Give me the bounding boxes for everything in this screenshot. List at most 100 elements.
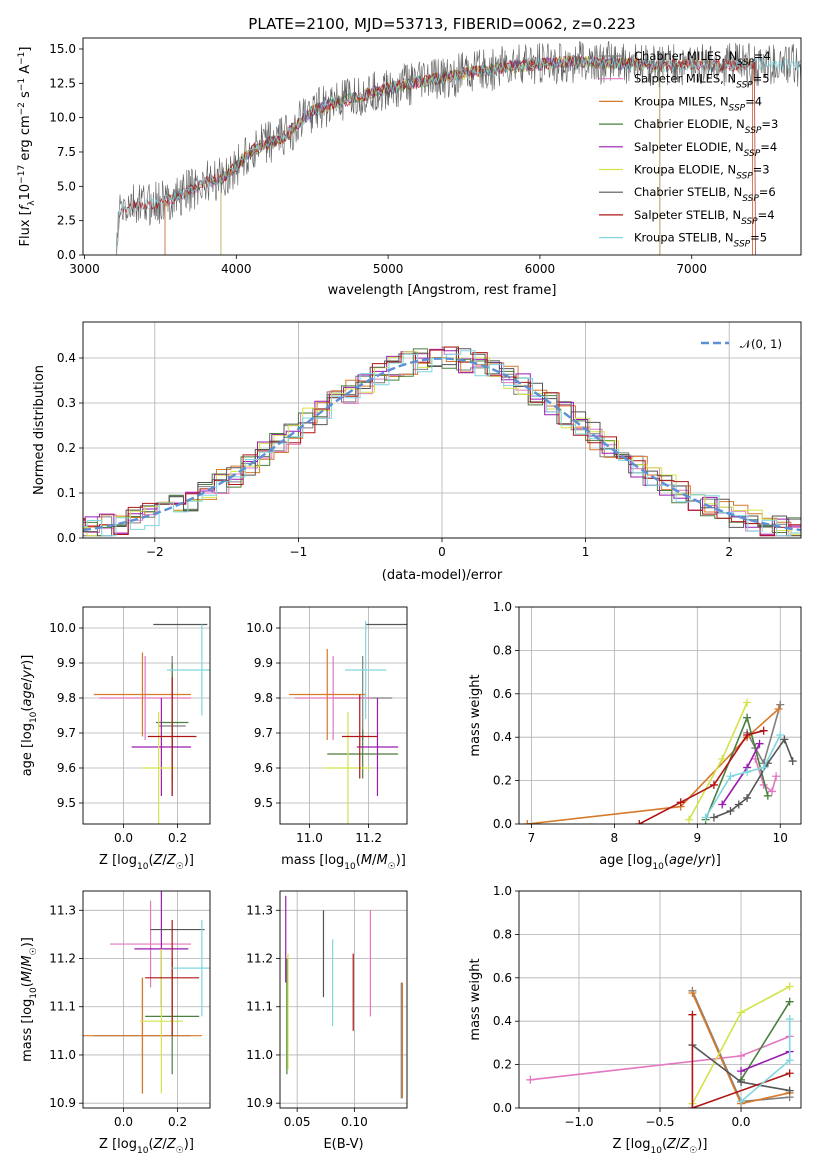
x-tick-label: 5000 bbox=[373, 262, 404, 276]
marker-C_STELIB bbox=[709, 813, 718, 822]
y-tick-label: 11.1 bbox=[246, 1000, 273, 1014]
x-axis-label: Z [log10(Z/Z☉)] bbox=[99, 1137, 194, 1156]
legend: Chabrier MILES, NSSP=4 Salpeter MILES, N S… bbox=[599, 49, 778, 250]
y-tick-label: 9.6 bbox=[254, 761, 273, 775]
label-part: =4 bbox=[754, 49, 771, 63]
x-tick-label: 0 bbox=[438, 545, 446, 559]
label-part: Kroupa ELODIE, N bbox=[634, 163, 736, 177]
y-tick-label: 9.7 bbox=[254, 726, 273, 740]
label-part: mass [log bbox=[281, 853, 344, 868]
legend-label: Kroupa STELIB, NSSP=5 bbox=[634, 231, 767, 250]
y-axis-label: mass weight bbox=[468, 674, 483, 756]
label-part: M bbox=[20, 971, 35, 982]
marker-C_MILES bbox=[776, 700, 785, 709]
label-part: ( bbox=[662, 1137, 667, 1152]
y-tick-label: 0.0 bbox=[57, 248, 76, 262]
x-tick-label: 11.2 bbox=[355, 831, 382, 845]
legend-label: Chabrier MILES, NSSP=4 bbox=[634, 49, 771, 68]
label-part: yr bbox=[20, 663, 35, 679]
label-part: Z [log bbox=[99, 853, 137, 868]
label-part: s bbox=[18, 91, 33, 102]
x-tick-label: 0.05 bbox=[284, 1115, 311, 1129]
y-tick-label: 0.0 bbox=[57, 531, 76, 545]
legend-label: Salpeter ELODIE, NSSP=4 bbox=[634, 140, 777, 159]
y-tick-label: 0.4 bbox=[493, 730, 512, 744]
lines-mass_weight_vs_Z bbox=[526, 982, 794, 1108]
hist-S_ELODIE bbox=[83, 349, 801, 536]
x-tick-label: −0.5 bbox=[645, 1115, 674, 1129]
x-tick-label: −1 bbox=[290, 545, 308, 559]
label-part: SSP bbox=[736, 172, 753, 182]
y-tick-label: 9.5 bbox=[254, 796, 273, 810]
marker-S_STELIB bbox=[635, 820, 644, 824]
x-tick-label: 7 bbox=[528, 831, 536, 845]
label-part: =4 bbox=[760, 140, 777, 154]
errorbars-age_vs_mass bbox=[288, 621, 407, 824]
label-part: Chabrier STELIB, N bbox=[634, 185, 742, 199]
axes-mass_vs_Z: 0.0 0.2 10.9 11.0 11.1 11.2 11.3 bbox=[49, 891, 210, 1129]
marker-S_MILES bbox=[767, 787, 776, 796]
marker-K_ELODIE bbox=[743, 698, 752, 707]
y-tick-label: 9.7 bbox=[57, 726, 76, 740]
label-part: 10 bbox=[344, 862, 356, 872]
frame-age_vs_Z bbox=[82, 606, 211, 825]
label-part: ☉ bbox=[388, 862, 396, 872]
y-tick-label: 0.6 bbox=[493, 687, 512, 701]
label-part: SSP bbox=[745, 126, 762, 136]
label-part: Z [log bbox=[99, 1137, 137, 1152]
legend-label: 𝒩(0, 1) bbox=[740, 337, 782, 351]
spectrum-line-S_STELIB bbox=[116, 55, 756, 255]
label-part: Chabrier ELODIE, N bbox=[634, 117, 745, 131]
y-axis-label: age [log10(age/yr)] bbox=[20, 655, 39, 777]
y-axis-label: mass weight bbox=[468, 958, 483, 1040]
y-axis-label: Normed distribution bbox=[32, 365, 47, 495]
x-tick-label: 8 bbox=[611, 831, 619, 845]
marker-K_ELODIE bbox=[685, 815, 694, 824]
label-part: )] bbox=[711, 853, 721, 868]
label-part: SSP bbox=[729, 103, 746, 113]
errorbars-mass_vs_Z bbox=[83, 891, 210, 1094]
y-tick-label: 9.8 bbox=[57, 691, 76, 705]
series-C_MILES bbox=[746, 704, 782, 766]
x-tick-label: 0.0 bbox=[114, 1115, 133, 1129]
y-tick-label: 11.0 bbox=[246, 1048, 273, 1062]
series-S_STELIB bbox=[691, 1014, 790, 1108]
label-part: mass [log bbox=[20, 999, 35, 1062]
spectrum-line-C_ELODIE bbox=[220, 55, 661, 255]
hist-K_ELODIE bbox=[83, 351, 801, 537]
label-part: Salpeter MILES, N bbox=[634, 72, 736, 86]
marker-K_MILES bbox=[688, 988, 697, 997]
y-tick-label: 0.8 bbox=[493, 927, 512, 941]
frame-age_vs_mass bbox=[279, 606, 408, 825]
x-axis-label: (data-model)/error bbox=[382, 568, 503, 583]
label-part: Salpeter STELIB, N bbox=[634, 208, 741, 222]
spectrum-line-S_ELODIE bbox=[220, 54, 661, 255]
y-tick-label: 10.9 bbox=[49, 1096, 76, 1110]
axes-age_vs_Z: 0.0 0.2 9.5 9.6 9.7 9.8 9.9 10.0 bbox=[49, 607, 210, 845]
y-tick-label: 12.5 bbox=[49, 76, 76, 90]
marker-K_STELIB bbox=[726, 772, 735, 781]
label-part: ( bbox=[20, 982, 35, 987]
marker-S_ELODIE bbox=[737, 1067, 746, 1076]
y-tick-label: 10.9 bbox=[246, 1096, 273, 1110]
marker-S_STELIB bbox=[759, 726, 768, 735]
label-part: SSP bbox=[744, 149, 761, 159]
x-axis-label: mass [log10(M/M☉)] bbox=[281, 853, 406, 872]
label-part: Z [log bbox=[613, 1137, 651, 1152]
y-tick-label: 0.1 bbox=[57, 486, 76, 500]
label-part: SSP bbox=[741, 217, 758, 227]
label-part: Kroupa MILES, N bbox=[634, 94, 729, 108]
label-part: Z bbox=[679, 1137, 690, 1152]
label-part: age [log bbox=[599, 853, 652, 868]
axes-mass_vs_ebv: 0.05 0.10 10.9 11.0 11.1 11.2 11.3 bbox=[246, 891, 407, 1129]
label-part: =4 bbox=[758, 208, 775, 222]
y-tick-label: 11.1 bbox=[49, 1000, 76, 1014]
spectrum-line-K_STELIB bbox=[116, 54, 801, 255]
y-tick-label: 0.2 bbox=[57, 441, 76, 455]
marker-C_STELIB bbox=[726, 806, 735, 815]
y-tick-label: 10.0 bbox=[49, 111, 76, 125]
marker-C_ELODIE bbox=[763, 791, 772, 800]
legend-label: Chabrier STELIB, NSSP=6 bbox=[634, 185, 776, 204]
x-tick-label: −2 bbox=[146, 545, 164, 559]
label-part: / bbox=[372, 853, 377, 868]
